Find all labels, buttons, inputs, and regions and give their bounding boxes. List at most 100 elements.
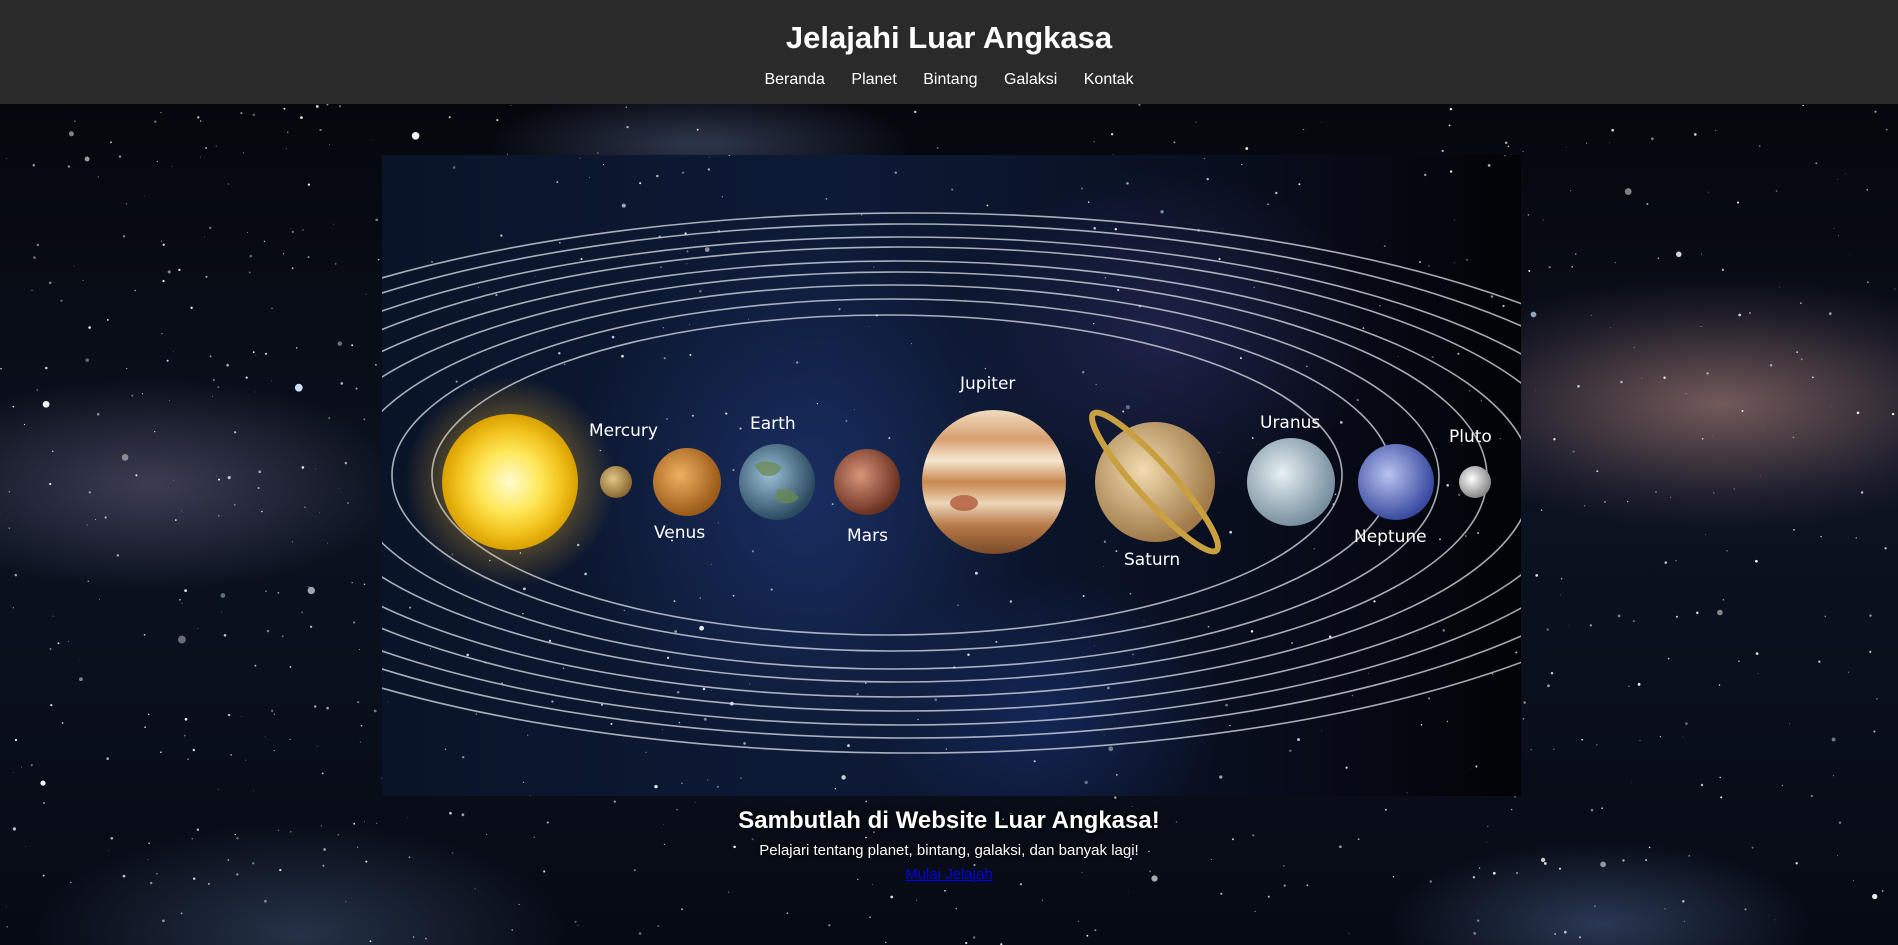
star [1084,780,1088,785]
star [180,912,183,915]
star [126,367,128,370]
star [143,633,146,636]
star [1733,488,1735,490]
star [1604,501,1606,503]
star [84,156,90,162]
star [316,745,318,747]
star [1617,614,1621,618]
star [1655,491,1657,493]
star [1815,162,1818,165]
star [1683,920,1685,922]
star [1802,104,1804,107]
start-explore-link[interactable]: Mulai Jelajah [905,866,993,883]
star [425,937,427,940]
star [1610,327,1611,329]
star [13,772,14,774]
star [0,513,1,514]
star [223,633,227,637]
star [865,836,867,839]
nav-link-kontak[interactable]: Kontak [1083,71,1134,88]
star [995,640,998,643]
star [1781,784,1783,787]
star [964,299,966,301]
star [451,852,454,854]
star [1590,314,1592,317]
star [548,639,552,643]
star [1206,177,1209,181]
nav-link-galaksi[interactable]: Galaksi [1003,71,1058,88]
star [496,119,499,122]
star [556,181,559,184]
star [86,524,88,526]
star [1093,645,1095,646]
star [1229,725,1231,727]
star [1741,410,1744,412]
star [319,128,322,132]
star [52,615,54,617]
star [1207,625,1210,628]
star [579,157,581,159]
welcome-title: Sambutlah di Website Luar Angkasa! [738,807,1160,834]
star [40,780,46,786]
star [1682,735,1684,737]
star [49,482,52,486]
star [1239,357,1242,360]
star [694,801,696,803]
label-earth: Earth [750,414,796,434]
star [1253,286,1255,288]
star [610,722,613,725]
star [455,380,458,383]
star [218,789,219,790]
star [1093,227,1096,230]
star [543,870,546,873]
star [241,716,242,718]
nav-link-planet[interactable]: Planet [851,71,897,88]
star [696,128,699,131]
star [645,751,647,753]
star [315,105,319,108]
star [448,116,451,119]
star [227,859,230,861]
star [135,474,138,477]
jupiter-planet [922,410,1066,554]
star [216,475,218,477]
star [307,256,310,259]
star [1231,838,1234,841]
nav-link-beranda[interactable]: Beranda [764,71,825,88]
star [154,430,156,433]
star [1706,372,1709,375]
star [148,842,150,844]
star [1210,859,1212,860]
star [1641,377,1643,379]
star [1479,867,1481,869]
star [654,784,658,789]
star [1751,846,1754,849]
star [181,510,182,512]
star [681,908,684,911]
welcome-description: Pelajari tentang planet, bintang, galaks… [759,842,1139,859]
star [1894,288,1896,290]
star [667,656,670,659]
star [1082,635,1084,637]
star [1528,270,1531,272]
star [351,582,353,584]
star [1094,929,1097,932]
star [1523,701,1526,704]
star [242,152,244,154]
star [1571,265,1574,268]
star [957,604,959,607]
star [1267,203,1269,205]
star [707,168,711,171]
nav-link-bintang[interactable]: Bintang [923,71,978,88]
star [1362,327,1365,329]
star [181,603,183,604]
orbit-lines [382,212,1521,754]
star [412,936,415,938]
star [626,125,629,129]
star [337,341,343,346]
star [1114,227,1118,231]
star [355,387,358,390]
star [376,822,378,824]
star [1547,684,1550,688]
star [1428,265,1430,267]
